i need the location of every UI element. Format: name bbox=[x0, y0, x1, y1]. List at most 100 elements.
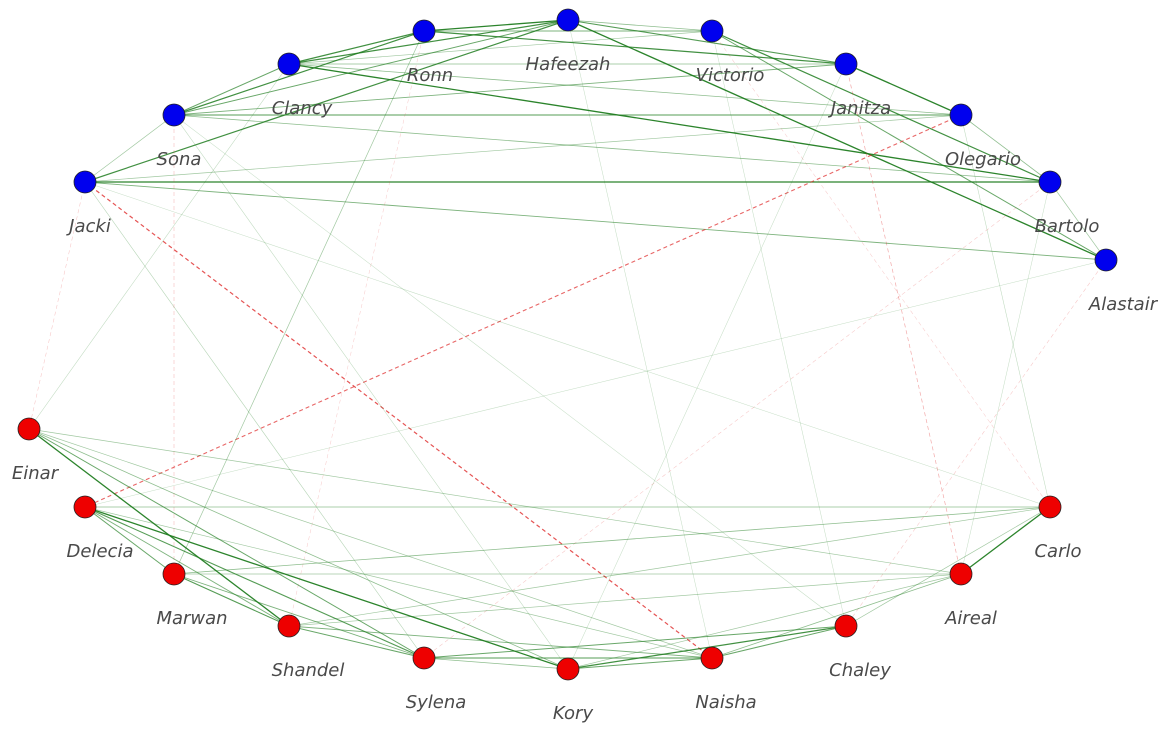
labels-layer: Hafeezah Victorio Janitza Olegario Bartolo Al… bbox=[12, 54, 1159, 724]
edge-sylena-chaley bbox=[423, 625, 847, 659]
node-label-alastair: Alastair bbox=[1088, 294, 1159, 315]
edge-olegario-bartolo bbox=[960, 114, 1051, 183]
node-bartolo[interactable] bbox=[1038, 170, 1062, 194]
node-label-ronn: Ronn bbox=[407, 65, 453, 86]
edge-hafeezah-clancy bbox=[288, 19, 569, 65]
edge-kory-naisha bbox=[567, 657, 713, 670]
node-label-bartolo: Bartolo bbox=[1035, 216, 1100, 237]
edge-clancy-olegario bbox=[288, 63, 962, 116]
edge-jacki-naisha bbox=[84, 181, 713, 659]
nodes-layer bbox=[17, 8, 1118, 681]
node-label-hafeezah: Hafeezah bbox=[526, 54, 611, 75]
node-marwan[interactable] bbox=[162, 562, 186, 586]
node-label-victorio: Victorio bbox=[696, 65, 765, 86]
edge-jacki-alastair bbox=[84, 181, 1107, 261]
edge-janitza-kory bbox=[567, 63, 847, 670]
edges-layer bbox=[28, 19, 1107, 670]
node-carlo[interactable] bbox=[1038, 495, 1062, 519]
edge-jacki-carlo bbox=[84, 181, 1051, 508]
node-label-shandel: Shandel bbox=[272, 660, 345, 681]
edge-sona-chaley bbox=[173, 114, 847, 627]
node-kory[interactable] bbox=[556, 657, 580, 681]
node-victorio[interactable] bbox=[700, 19, 724, 43]
edge-shandel-naisha bbox=[288, 625, 713, 659]
edge-chaley-carlo bbox=[845, 506, 1051, 627]
edge-olegario-delecia bbox=[84, 114, 962, 508]
edge-ronn-clancy bbox=[288, 30, 425, 65]
node-clancy[interactable] bbox=[277, 52, 301, 76]
edge-einar-aireal bbox=[28, 428, 962, 575]
edge-bartolo-aireal bbox=[960, 181, 1051, 575]
node-label-einar: Einar bbox=[12, 463, 60, 484]
edge-shandel-carlo bbox=[288, 506, 1051, 627]
node-label-delecia: Delecia bbox=[67, 541, 134, 562]
edge-bartolo-alastair bbox=[1049, 181, 1107, 261]
edge-naisha-aireal bbox=[711, 573, 962, 659]
node-label-janitza: Janitza bbox=[828, 98, 891, 119]
edge-olegario-carlo bbox=[960, 114, 1051, 508]
node-label-carlo: Carlo bbox=[1034, 541, 1081, 562]
node-shandel[interactable] bbox=[277, 614, 301, 638]
node-einar[interactable] bbox=[17, 417, 41, 441]
node-label-kory: Kory bbox=[553, 703, 594, 724]
edge-janitza-olegario bbox=[845, 63, 962, 116]
node-label-olegario: Olegario bbox=[945, 149, 1021, 170]
edge-clancy-bartolo bbox=[288, 63, 1051, 183]
edge-marwan-sylena bbox=[173, 573, 425, 659]
edge-alastair-delecia bbox=[84, 259, 1107, 508]
node-olegario[interactable] bbox=[949, 103, 973, 127]
edge-sona-kory bbox=[173, 114, 569, 670]
edge-bartolo-sylena bbox=[423, 181, 1051, 659]
edge-sona-bartolo bbox=[173, 114, 1051, 183]
edge-hafeezah-alastair bbox=[567, 19, 1107, 261]
edge-shandel-aireal bbox=[288, 573, 962, 627]
edge-jacki-einar bbox=[28, 181, 86, 430]
edge-ronn-janitza bbox=[423, 30, 847, 65]
node-ronn[interactable] bbox=[412, 19, 436, 43]
edge-ronn-marwan bbox=[173, 30, 425, 575]
edge-einar-naisha bbox=[28, 428, 713, 659]
edge-marwan-shandel bbox=[173, 573, 290, 627]
edge-delecia-shandel bbox=[84, 506, 290, 627]
edge-ronn-sona bbox=[173, 30, 425, 116]
node-alastair[interactable] bbox=[1094, 248, 1118, 272]
edge-einar-sylena bbox=[28, 428, 425, 659]
edge-victorio-bartolo bbox=[711, 30, 1051, 183]
node-label-jacki: Jacki bbox=[66, 216, 111, 237]
node-label-aireal: Aireal bbox=[944, 608, 997, 629]
node-aireal[interactable] bbox=[949, 562, 973, 586]
edge-hafeezah-victorio bbox=[567, 19, 713, 32]
node-hafeezah[interactable] bbox=[556, 8, 580, 32]
edge-naisha-chaley bbox=[711, 625, 847, 659]
node-label-naisha: Naisha bbox=[695, 692, 756, 713]
edge-sona-jacki bbox=[84, 114, 175, 183]
node-label-sylena: Sylena bbox=[406, 692, 467, 713]
edge-shandel-sylena bbox=[288, 625, 425, 659]
edge-delecia-marwan bbox=[84, 506, 175, 575]
node-naisha[interactable] bbox=[700, 646, 724, 670]
node-janitza[interactable] bbox=[834, 52, 858, 76]
edge-einar-kory bbox=[28, 428, 569, 670]
edge-kory-chaley bbox=[567, 625, 847, 670]
edge-victorio-chaley bbox=[711, 30, 847, 627]
node-sona[interactable] bbox=[162, 103, 186, 127]
edge-victorio-clancy bbox=[288, 30, 713, 65]
edge-aireal-carlo bbox=[960, 506, 1051, 575]
edge-ronn-hafeezah bbox=[423, 19, 569, 32]
edge-ronn-shandel bbox=[288, 30, 425, 627]
edge-delecia-sylena bbox=[84, 506, 425, 659]
edge-janitza-sona bbox=[173, 63, 847, 116]
edge-hafeezah-jacki bbox=[84, 19, 569, 183]
node-chaley[interactable] bbox=[834, 614, 858, 638]
edge-jacki-sylena bbox=[84, 181, 425, 659]
node-delecia[interactable] bbox=[73, 495, 97, 519]
edge-clancy-einar bbox=[28, 63, 290, 430]
edge-hafeezah-janitza bbox=[567, 19, 847, 65]
edge-alastair-chaley bbox=[845, 259, 1107, 627]
node-jacki[interactable] bbox=[73, 170, 97, 194]
edge-victorio-carlo bbox=[711, 30, 1051, 508]
edge-janitza-aireal bbox=[845, 63, 962, 575]
node-label-sona: Sona bbox=[157, 149, 202, 170]
node-sylena[interactable] bbox=[412, 646, 436, 670]
